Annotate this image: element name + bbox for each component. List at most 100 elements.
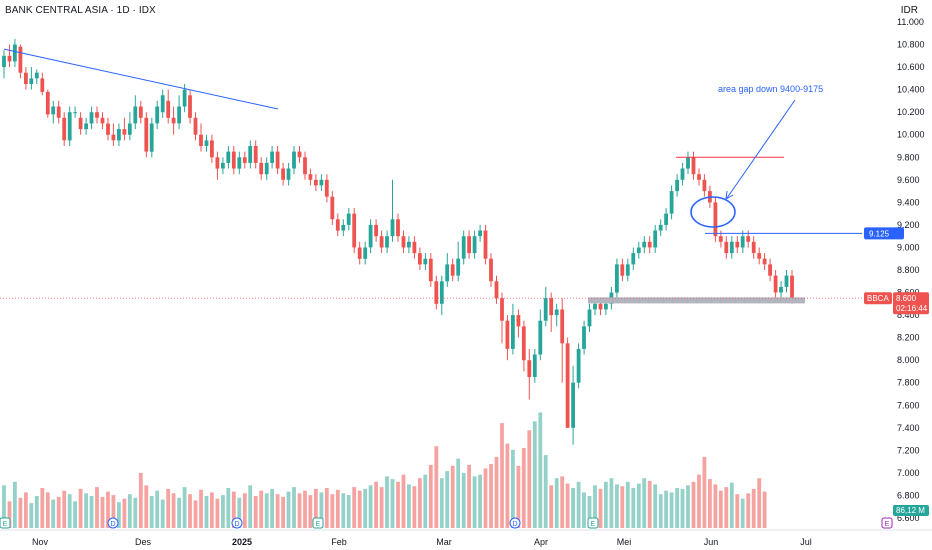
candle-body [423,258,428,265]
price-axis[interactable]: 11.000 10.800 10.600 10.400 10.200 10.000 9.80… [864,17,929,523]
event-marker-dividend[interactable]: D [231,517,243,529]
price-tick-label: 7.600 [897,400,920,410]
volume-bar [226,488,231,528]
volume-bar [188,494,192,528]
candle-body [341,224,346,231]
volume-bar [571,488,575,528]
candle-body [188,95,192,118]
volume-bar [718,490,723,528]
volume-badge-text: 86,12 M [896,506,925,515]
volume-bar [95,487,99,528]
candle-body [13,44,17,62]
event-marker-earnings[interactable]: E [0,517,11,529]
current-price-text: 8.600 [896,294,917,303]
volume-bar [155,490,160,528]
candle-body [625,264,630,276]
candle-body [379,236,384,248]
time-axis[interactable]: Nov Des 2025 Feb Mar Apr Mei Jun Jul [0,529,932,547]
candle-body [319,179,324,186]
volume-bar [521,448,526,528]
candle-body [636,247,641,254]
candle-body [297,151,302,158]
volume-bar [24,492,28,528]
candle-body [751,241,756,254]
volume-bar [78,488,83,528]
price-tick-label: 10.200 [897,107,925,117]
candle-body [2,55,6,68]
candle-body [729,241,734,254]
candle-body [182,89,187,107]
candle-body [385,236,389,248]
volume-bar [412,486,417,528]
earnings-icon [0,517,11,529]
candle-body [642,241,647,248]
candle-body [434,281,439,304]
volume-bar [489,464,493,528]
time-tick-label: Jul [800,537,812,547]
candle-body [472,236,477,254]
volume-bar [401,474,406,528]
volume-bar [669,492,674,528]
candle-body [500,298,504,321]
event-marker-text: D [110,521,115,528]
price-tick-label: 7.200 [897,445,920,455]
candle-body [363,247,368,259]
drawing-layer[interactable]: area gap down 9400-9175 [0,48,862,304]
candle-body [467,236,471,254]
support-price-badge [864,227,904,240]
volume-bar [111,495,116,528]
volume-bar [511,449,515,528]
volume-bar [62,490,67,528]
candle-body [428,258,433,282]
event-marker-text: D [234,521,239,528]
volume-bar [647,480,652,528]
event-marker-dividend[interactable]: D [509,517,521,529]
volume-bar [45,492,50,528]
price-tick-label: 7.000 [897,468,920,478]
candle-body [51,106,56,115]
candle-body [478,230,482,237]
volume-bar [642,478,647,528]
candle-body [374,224,378,237]
candle-body [117,129,121,141]
earnings-icon [312,517,324,529]
candle-body [177,106,181,124]
candle-body [647,241,652,248]
volume-bar [166,488,171,528]
time-tick-label: Feb [331,537,347,547]
volume-bar [231,491,236,528]
dividend-icon [231,517,243,529]
candle-body [138,106,143,118]
price-tick-label: 9.800 [897,152,920,162]
volume-bar [144,485,149,528]
volume-bar [620,486,625,528]
event-marker-earnings[interactable]: E [312,517,324,529]
time-tick-label: Des [135,537,152,547]
volume-bar [18,497,23,528]
candle-body [78,117,83,130]
candle-body [122,129,127,135]
candle-body [757,253,762,259]
volume-bar [505,443,510,528]
annotation-arrow [726,99,796,199]
volume-bar [478,474,482,528]
candle-body [100,117,105,124]
earnings-icon [587,517,599,529]
price-tick-label: 6.600 [897,513,920,523]
candle-body [669,191,674,214]
candle-body [658,224,663,231]
volume-bar [242,493,247,528]
event-marker-earnings[interactable]: E [587,517,599,529]
volume-bar [636,483,641,528]
volume-bar [461,472,466,528]
volume-bar [379,487,384,528]
event-marker-earnings[interactable]: E [881,517,893,529]
volume-bar [303,490,307,528]
event-marker-dividend[interactable]: D [107,517,119,529]
volume-bar [335,489,340,528]
candle-body [193,117,198,135]
trendline [3,48,279,110]
candle-body [106,123,110,135]
